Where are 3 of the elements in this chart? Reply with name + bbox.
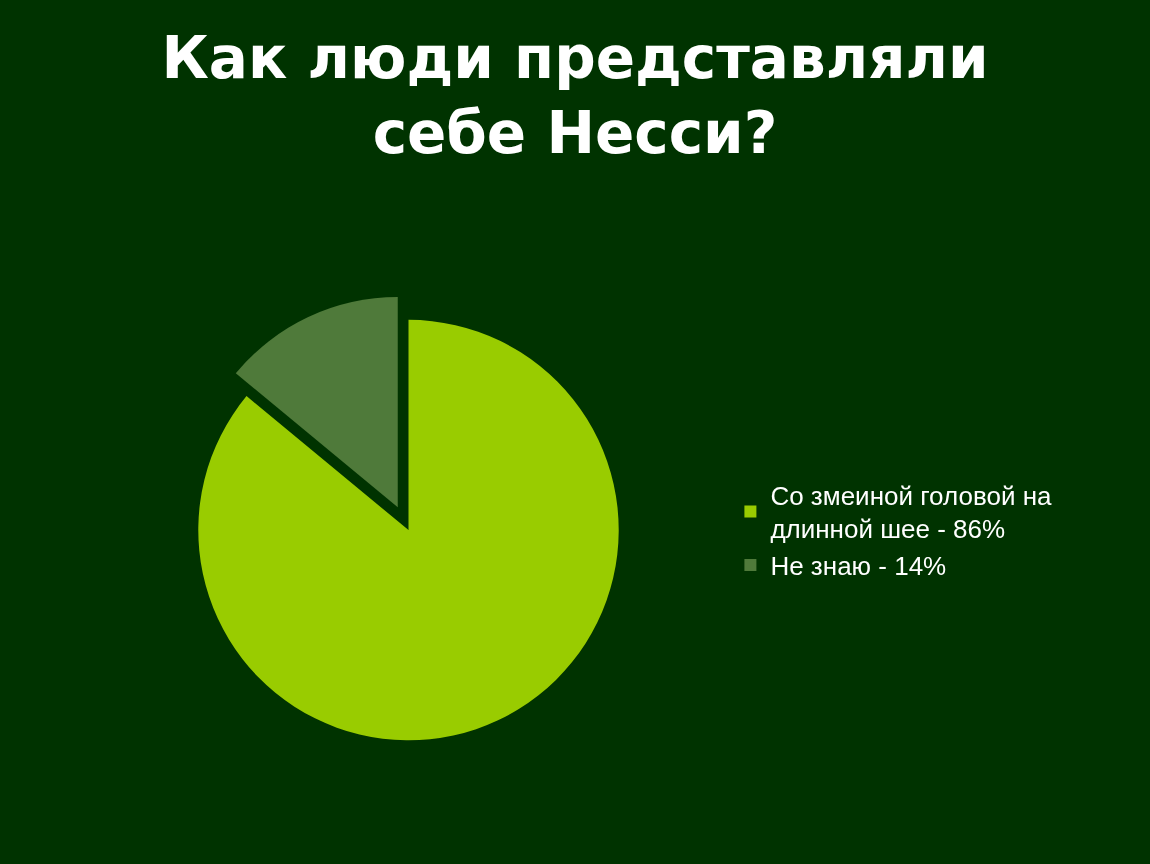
chart-title: Как люди представляли себе Несси? [161,23,989,168]
legend-label: Со змеиной головой на длинной шее - 86% [770,480,1053,545]
legend-label: Не знаю - 14% [770,551,947,582]
